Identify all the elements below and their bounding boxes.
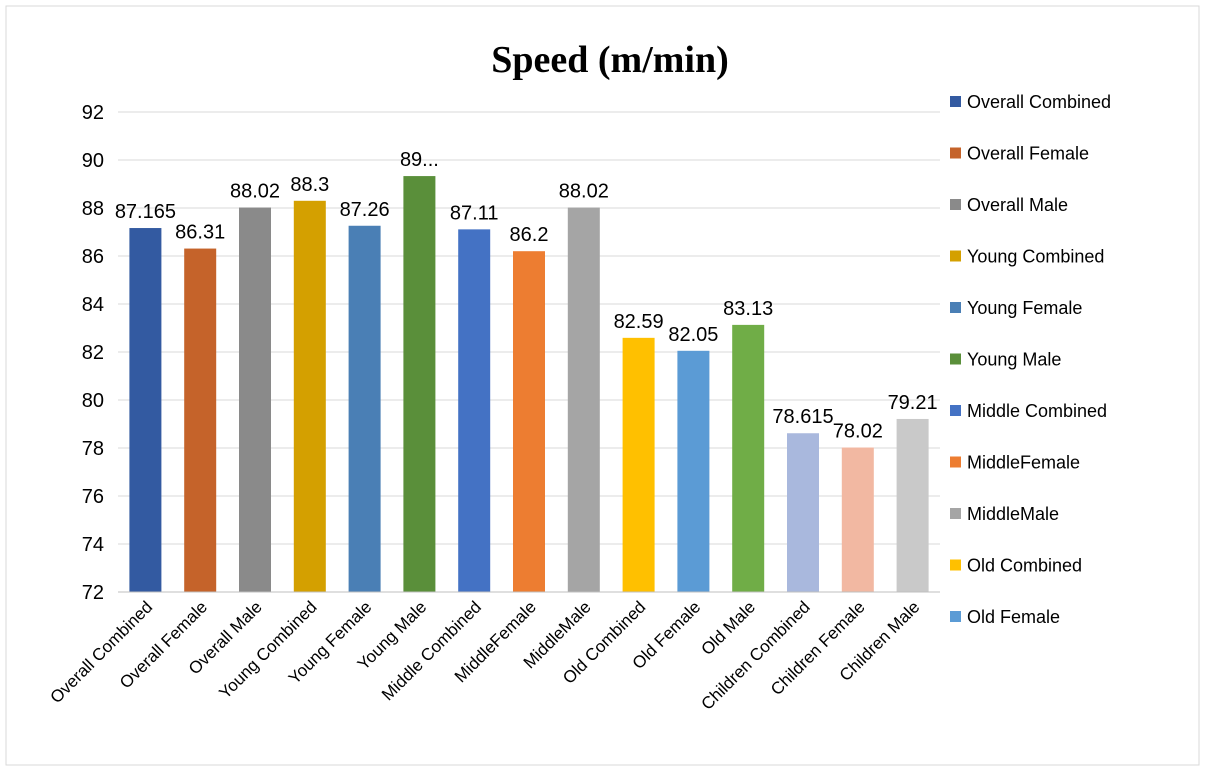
legend-swatch xyxy=(950,456,961,468)
legend-swatch xyxy=(950,250,961,262)
data-label: 88.02 xyxy=(559,181,609,203)
bar-middlefemale xyxy=(513,251,545,592)
bar-old-male xyxy=(732,324,765,592)
y-tick-label: 72 xyxy=(82,582,104,604)
y-tick-label: 92 xyxy=(82,102,104,124)
legend-swatch xyxy=(950,508,961,519)
legend-label: MiddleFemale xyxy=(967,453,1080,473)
y-tick-label: 86 xyxy=(82,246,104,268)
y-tick-label: 82 xyxy=(82,342,104,364)
bars xyxy=(129,176,929,593)
bar-overall-female xyxy=(184,248,217,592)
bar-young-combined xyxy=(293,200,326,593)
legend-label: Overall Combined xyxy=(967,92,1111,112)
bar-children-male xyxy=(896,418,929,592)
bar-children-combined xyxy=(787,433,819,592)
data-label: 87.26 xyxy=(340,199,390,221)
chart-title: Speed (m/min) xyxy=(491,39,729,81)
legend-swatch xyxy=(950,559,961,571)
data-label: 83.13 xyxy=(723,298,773,320)
legend-swatch xyxy=(950,611,961,622)
y-tick-label: 90 xyxy=(82,150,104,172)
legend-swatch xyxy=(950,147,961,159)
data-label: 82.05 xyxy=(668,324,718,346)
y-tick-label: 84 xyxy=(82,294,104,316)
data-label: 79.21 xyxy=(888,392,938,414)
data-label: 82.59 xyxy=(614,311,664,333)
legend-label: Overall Female xyxy=(967,144,1089,164)
legend-label: MiddleMale xyxy=(967,504,1059,524)
data-label: 86.2 xyxy=(510,224,549,246)
y-tick-label: 78 xyxy=(82,438,104,460)
bar-old-female xyxy=(677,350,710,592)
legend-swatch xyxy=(950,199,961,210)
legend: Overall Combined Overall Female Overall Ma… xyxy=(950,92,1111,627)
bar-children-female xyxy=(841,447,874,592)
data-label: 89... xyxy=(400,149,439,171)
legend-label: Overall Male xyxy=(967,195,1068,215)
legend-label: Young Female xyxy=(967,298,1082,318)
legend-label: Middle Combined xyxy=(967,401,1107,421)
legend-swatch xyxy=(950,96,961,107)
y-tick-label: 74 xyxy=(82,534,104,556)
legend-label: Young Male xyxy=(967,350,1061,370)
y-axis-ticks: 72 74 76 78 80 82 84 86 88 90 92 xyxy=(82,102,104,604)
legend-label: Old Female xyxy=(967,607,1060,627)
data-label: 87.11 xyxy=(450,202,499,224)
data-label: 88.02 xyxy=(230,181,280,203)
bar-middle-combined xyxy=(458,229,491,593)
legend-label: Young Combined xyxy=(967,247,1104,267)
y-tick-label: 80 xyxy=(82,390,104,412)
legend-swatch xyxy=(950,353,961,365)
bar-overall-male xyxy=(239,207,271,592)
data-label: 78.02 xyxy=(833,421,883,443)
y-tick-label: 88 xyxy=(82,198,104,220)
data-label: 87.165 xyxy=(115,201,176,223)
legend-label: Old Combined xyxy=(967,556,1082,576)
bar-middlemale xyxy=(567,207,600,592)
legend-swatch xyxy=(950,302,961,313)
bar-overall-combined xyxy=(129,228,162,593)
data-label: 88.3 xyxy=(290,174,329,196)
bar-young-female xyxy=(348,225,381,592)
data-label: 78.615 xyxy=(772,406,833,428)
data-label: 86.31 xyxy=(175,222,225,244)
y-tick-label: 76 xyxy=(82,486,104,508)
legend-swatch xyxy=(950,405,961,416)
bar-young-male xyxy=(403,176,436,592)
bar-old-combined xyxy=(622,337,655,592)
